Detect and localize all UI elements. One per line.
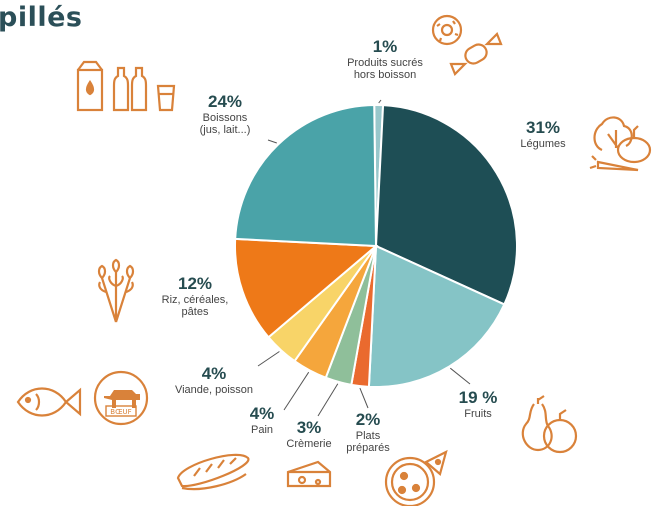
donut-candy-icon	[425, 8, 505, 88]
milk-bottles-icon	[70, 60, 182, 116]
leader-line	[257, 351, 280, 367]
pie-slice-légumes	[374, 104, 518, 306]
leader-line	[378, 99, 382, 104]
leader-line	[317, 383, 339, 417]
pear-apple-icon	[516, 394, 580, 456]
slice-label-pain: 4% Pain	[240, 404, 284, 436]
slice-percent-fruits: 19 %	[458, 388, 498, 407]
slice-text-boissons-1: Boissons	[202, 111, 248, 124]
leader-line	[449, 367, 471, 385]
pie-slice-boissons-jus-lait	[234, 103, 378, 248]
slice-text-riz-2: pâtes	[181, 306, 209, 319]
slice-label-legumes: 31% Légumes	[508, 118, 578, 150]
slice-percent-pain: 4%	[249, 404, 275, 423]
slice-text-cremerie: Crèmerie	[286, 437, 332, 450]
pizza-icon	[380, 448, 450, 506]
leader-line	[359, 387, 369, 409]
slice-text-boissons-2: (jus, lait...)	[199, 124, 251, 137]
slice-text-sucres-1: Produits sucrés	[347, 56, 423, 69]
pie-slice-fruits	[367, 244, 506, 388]
slice-text-plats-2: préparés	[346, 442, 390, 455]
slice-label-fruits: 19 % Fruits	[448, 388, 508, 420]
slice-text-riz-1: Riz, céréales,	[161, 293, 229, 306]
fish-icon	[10, 380, 82, 424]
leader-line	[283, 371, 310, 411]
beef-icon: BŒUF	[92, 370, 150, 426]
bread-icon	[172, 448, 258, 494]
slice-percent-cremerie: 3%	[296, 418, 322, 437]
slice-percent-viande: 4%	[201, 364, 227, 383]
slice-text-fruits: Fruits	[464, 407, 492, 420]
slice-label-riz: 12% Riz, céréales, pâtes	[150, 274, 240, 319]
page-title: pillés	[0, 2, 83, 33]
leader-line	[267, 139, 277, 144]
slice-percent-boissons: 24%	[207, 92, 243, 111]
slice-text-viande: Viande, poisson	[174, 383, 254, 396]
pie-slice-riz-céréales-pâtes	[234, 237, 379, 339]
slice-text-pain: Pain	[250, 423, 274, 436]
slice-percent-legumes: 31%	[525, 118, 561, 137]
slice-label-cremerie: 3% Crèmerie	[278, 418, 340, 450]
slice-label-plats: 2% Plats préparés	[338, 410, 398, 455]
cheese-icon	[284, 458, 334, 494]
slice-label-sucres: 1% Produits sucrés hors boisson	[330, 37, 440, 82]
slice-label-boissons: 24% Boissons (jus, lait...)	[186, 92, 264, 137]
slice-text-sucres-2: hors boisson	[353, 69, 417, 82]
slice-text-plats-1: Plats	[355, 429, 381, 442]
slice-label-viande: 4% Viande, poisson	[168, 364, 260, 396]
slice-percent-sucres: 1%	[372, 37, 398, 56]
slice-percent-riz: 12%	[177, 274, 213, 293]
beef-label: BŒUF	[110, 408, 131, 416]
slice-percent-plats: 2%	[355, 410, 381, 429]
slice-text-legumes: Légumes	[520, 137, 566, 150]
wheat-icon	[88, 258, 144, 324]
vegetables-icon	[588, 110, 658, 176]
